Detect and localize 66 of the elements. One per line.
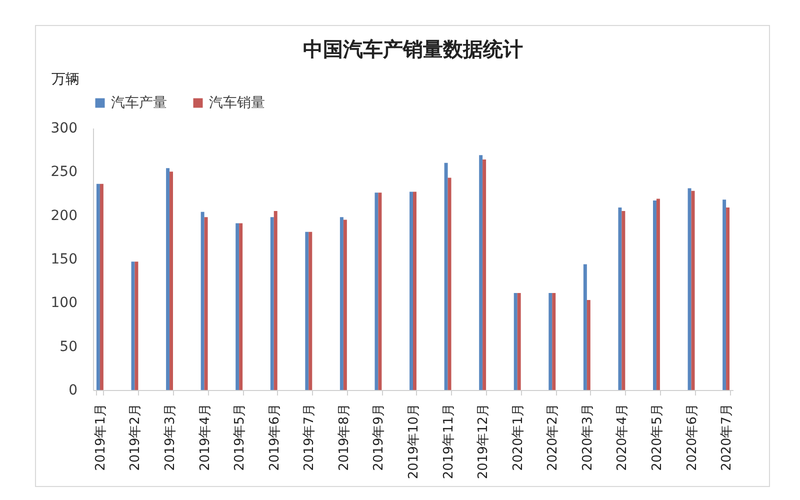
bar <box>479 155 483 390</box>
bar <box>204 217 208 390</box>
bar <box>482 159 486 390</box>
bar <box>308 232 312 390</box>
legend-label: 汽车产量 <box>111 95 167 111</box>
x-tick-label: 2020年1月 <box>510 404 526 471</box>
y-tick-label: 200 <box>50 208 78 224</box>
x-tick-label: 2020年2月 <box>546 404 561 471</box>
bar <box>410 192 413 390</box>
x-tick-label: 2020年7月 <box>720 404 735 471</box>
y-tick-label: 0 <box>68 382 78 398</box>
bar <box>726 207 730 390</box>
y-tick-label: 150 <box>50 252 78 268</box>
bar <box>170 172 173 390</box>
bar <box>448 178 452 390</box>
bar <box>343 220 347 390</box>
bar <box>413 192 416 390</box>
y-tick-label: 50 <box>60 338 78 355</box>
x-tick-label: 2020年3月 <box>580 404 596 471</box>
bar <box>552 293 556 390</box>
bar <box>586 300 590 390</box>
x-tick-label: 2019年5月 <box>232 404 248 471</box>
x-tick-label: 2019年10月 <box>406 404 422 480</box>
y-tick-label: 100 <box>50 295 78 312</box>
bar <box>100 184 104 390</box>
y-axis-title: 万辆 <box>52 72 80 88</box>
x-tick-label: 2019年7月 <box>302 404 318 471</box>
bar <box>688 188 692 390</box>
bar <box>200 212 204 390</box>
bar <box>134 262 138 390</box>
bar <box>622 210 626 390</box>
x-tick-label: 2019年2月 <box>128 404 144 471</box>
x-tick-label: 2020年6月 <box>684 404 700 471</box>
bar <box>274 210 278 390</box>
bar <box>548 293 552 390</box>
x-tick-label: 2019年8月 <box>336 404 352 471</box>
x-tick-label: 2020年4月 <box>615 404 630 471</box>
bar <box>653 200 656 390</box>
x-tick-label: 2019年6月 <box>267 404 282 471</box>
bar <box>514 293 518 390</box>
bar <box>96 184 100 390</box>
bar <box>239 223 243 390</box>
x-tick-label: 2019年1月 <box>93 404 108 471</box>
y-tick-label: 300 <box>50 120 78 136</box>
x-tick-label: 2019年11月 <box>441 404 456 480</box>
bar <box>270 217 274 390</box>
bar <box>656 198 660 390</box>
x-tick-label: 2019年4月 <box>198 404 213 471</box>
bar <box>340 217 344 390</box>
bar <box>618 207 622 390</box>
bar <box>236 223 240 390</box>
bar <box>378 192 382 390</box>
bar <box>583 264 587 390</box>
y-tick-label: 250 <box>50 164 78 180</box>
x-tick-label: 2020年5月 <box>650 404 665 471</box>
bar <box>444 162 448 390</box>
x-tick-label: 2019年9月 <box>372 404 387 471</box>
bar <box>722 200 726 390</box>
x-tick-label: 2019年12月 <box>476 404 492 480</box>
bar <box>374 192 378 390</box>
bar <box>305 232 309 390</box>
chart-title: 中国汽车产销量数据统计 <box>303 37 523 61</box>
bar <box>166 168 170 390</box>
legend-label: 汽车销量 <box>209 95 265 111</box>
bar <box>517 293 521 390</box>
x-tick-label: 2019年3月 <box>163 404 178 471</box>
